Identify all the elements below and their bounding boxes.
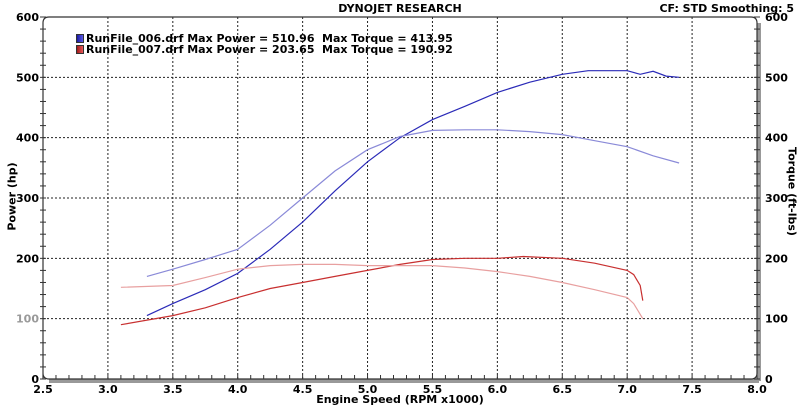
y-right-tick-label: 200 — [765, 252, 788, 265]
x-tick-label: 8.0 — [747, 383, 767, 396]
y-left-tick-label: 600 — [16, 11, 39, 24]
x-tick-label: 7.0 — [617, 383, 637, 396]
y-axis-left-label: Power (hp) — [5, 162, 19, 231]
chart-title: DYNOJET RESEARCH — [338, 2, 462, 15]
series-line-runfile-006-drf-torque — [146, 129, 680, 277]
x-tick-label: 6.5 — [553, 383, 573, 396]
x-tick-label: 5.5 — [423, 383, 443, 396]
y-left-tick-label: 500 — [16, 71, 39, 84]
x-tick-label: 5.0 — [358, 383, 378, 396]
y-right-tick-label: 300 — [765, 192, 788, 205]
blue-swatch-icon — [76, 34, 84, 43]
y-left-tick-label: 100 — [16, 313, 39, 326]
x-axis-label: Engine Speed (RPM x1000) — [316, 393, 484, 406]
legend-run-006-torque: Max Torque = 413.95 — [322, 32, 453, 45]
x-tick-label: 4.5 — [293, 383, 313, 396]
legend-run-006-power: RunFile_006.drf Max Power = 510.96 — [86, 32, 315, 45]
series-line-runfile-007-drf-torque — [120, 263, 644, 320]
y-right-tick-label: 100 — [765, 313, 788, 326]
legend-item-run-007: RunFile_007.drf Max Power = 203.65 Max T… — [76, 44, 453, 55]
correction-smoothing-info: CF: STD Smoothing: 5 — [659, 2, 794, 15]
x-tick-label: 4.0 — [228, 383, 248, 396]
y-left-tick-label: 300 — [16, 192, 39, 205]
y-left-tick-label: 400 — [16, 132, 39, 145]
y-left-tick-label: 0 — [31, 373, 39, 386]
plot-frame — [42, 16, 758, 380]
red-swatch-icon — [76, 45, 84, 54]
y-right-tick-label: 600 — [765, 11, 788, 24]
series-line-runfile-007-drf-power — [120, 255, 644, 326]
legend-run-007-power: RunFile_007.drf Max Power = 203.65 — [86, 43, 315, 56]
legend-item-run-006: RunFile_006.drf Max Power = 510.96 Max T… — [76, 33, 453, 44]
x-tick-label: 7.5 — [682, 383, 702, 396]
x-tick-label: 3.0 — [98, 383, 118, 396]
y-right-tick-label: 0 — [765, 373, 773, 386]
x-tick-label: 3.5 — [163, 383, 183, 396]
x-tick-label: 6.0 — [488, 383, 508, 396]
y-left-tick-label: 200 — [16, 252, 39, 265]
legend-run-007-torque: Max Torque = 190.92 — [322, 43, 453, 56]
x-tick-label: 2.5 — [33, 383, 53, 396]
y-right-tick-label: 500 — [765, 71, 788, 84]
series-line-runfile-006-drf-power — [146, 70, 680, 317]
y-right-tick-label: 400 — [765, 132, 788, 145]
y-axis-right-label: Torque (ft-lbs) — [785, 147, 799, 236]
legend: RunFile_006.drf Max Power = 510.96 Max T… — [76, 33, 453, 55]
